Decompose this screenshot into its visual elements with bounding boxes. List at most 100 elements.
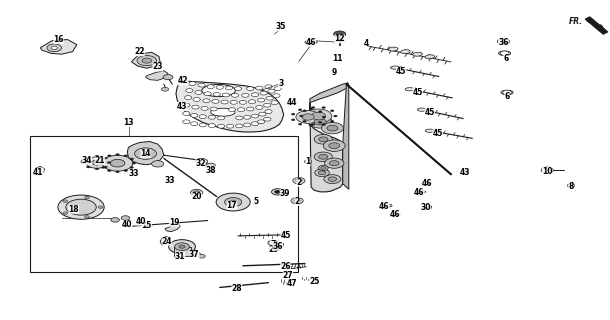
Circle shape — [268, 240, 278, 245]
Circle shape — [107, 155, 111, 157]
Text: 31: 31 — [175, 252, 185, 261]
Ellipse shape — [305, 40, 317, 44]
Polygon shape — [127, 141, 164, 165]
Text: 42: 42 — [178, 76, 188, 85]
Circle shape — [190, 122, 198, 125]
Circle shape — [331, 120, 334, 122]
Circle shape — [318, 171, 326, 175]
Circle shape — [322, 107, 326, 108]
Ellipse shape — [422, 181, 432, 185]
Circle shape — [81, 159, 91, 164]
Circle shape — [308, 116, 332, 128]
Circle shape — [329, 161, 339, 166]
Text: 40: 40 — [122, 220, 132, 229]
Circle shape — [266, 96, 273, 100]
Circle shape — [137, 55, 157, 66]
Circle shape — [264, 103, 271, 107]
Circle shape — [264, 117, 271, 121]
Circle shape — [296, 179, 302, 182]
Ellipse shape — [202, 84, 235, 97]
Text: 14: 14 — [140, 149, 151, 158]
Text: 46: 46 — [306, 38, 317, 47]
Ellipse shape — [416, 190, 426, 194]
Circle shape — [206, 163, 215, 168]
Circle shape — [503, 90, 511, 95]
Circle shape — [190, 252, 200, 257]
Circle shape — [305, 109, 332, 123]
Circle shape — [271, 247, 278, 251]
Circle shape — [116, 171, 120, 173]
Polygon shape — [585, 17, 608, 35]
Text: 46: 46 — [390, 210, 400, 219]
Circle shape — [66, 199, 96, 215]
Polygon shape — [343, 83, 349, 189]
Circle shape — [273, 94, 280, 98]
Circle shape — [318, 165, 328, 171]
Circle shape — [234, 87, 242, 91]
Circle shape — [318, 155, 328, 159]
Circle shape — [318, 137, 328, 142]
Circle shape — [311, 112, 326, 120]
Circle shape — [63, 200, 68, 203]
Text: 25: 25 — [309, 276, 319, 285]
Circle shape — [163, 75, 173, 80]
Circle shape — [329, 143, 340, 148]
Text: 47: 47 — [286, 279, 297, 288]
Circle shape — [422, 204, 432, 210]
Circle shape — [311, 107, 315, 108]
Polygon shape — [132, 52, 160, 68]
Circle shape — [184, 96, 192, 100]
Text: 10: 10 — [542, 167, 553, 176]
Circle shape — [116, 154, 120, 156]
Circle shape — [303, 120, 306, 122]
Text: 45: 45 — [432, 129, 443, 138]
Circle shape — [199, 123, 206, 127]
Circle shape — [323, 140, 345, 151]
Ellipse shape — [498, 51, 511, 55]
Circle shape — [291, 197, 303, 204]
Text: 26: 26 — [280, 262, 291, 271]
Text: 34: 34 — [82, 156, 92, 165]
Circle shape — [257, 98, 265, 102]
Circle shape — [497, 38, 509, 45]
Text: 3: 3 — [278, 79, 283, 88]
Circle shape — [213, 92, 220, 96]
Circle shape — [298, 123, 302, 125]
Circle shape — [185, 89, 193, 92]
Text: 45: 45 — [425, 108, 435, 117]
Ellipse shape — [425, 55, 434, 59]
Text: 43: 43 — [459, 168, 470, 177]
Circle shape — [182, 120, 190, 124]
Circle shape — [239, 100, 246, 104]
Circle shape — [216, 193, 250, 211]
Circle shape — [107, 162, 111, 164]
Circle shape — [217, 116, 224, 120]
Circle shape — [208, 124, 215, 127]
Circle shape — [231, 93, 239, 97]
Circle shape — [322, 116, 326, 118]
Circle shape — [230, 100, 237, 104]
Polygon shape — [310, 83, 349, 103]
Circle shape — [274, 190, 281, 194]
Ellipse shape — [382, 204, 392, 207]
Ellipse shape — [417, 108, 426, 111]
Circle shape — [221, 100, 228, 104]
Circle shape — [104, 166, 107, 168]
Text: 21: 21 — [95, 156, 105, 165]
Circle shape — [203, 99, 210, 103]
Ellipse shape — [390, 66, 400, 69]
Circle shape — [99, 162, 103, 164]
Circle shape — [58, 195, 104, 219]
Circle shape — [132, 162, 136, 164]
Circle shape — [169, 240, 195, 254]
Text: 45: 45 — [412, 88, 423, 97]
Circle shape — [500, 51, 509, 55]
Circle shape — [318, 111, 322, 113]
Circle shape — [321, 167, 326, 169]
Circle shape — [246, 87, 254, 91]
Circle shape — [243, 123, 251, 127]
Text: 46: 46 — [422, 180, 432, 188]
Circle shape — [235, 116, 243, 120]
Text: 8: 8 — [569, 182, 573, 191]
Circle shape — [51, 46, 57, 50]
